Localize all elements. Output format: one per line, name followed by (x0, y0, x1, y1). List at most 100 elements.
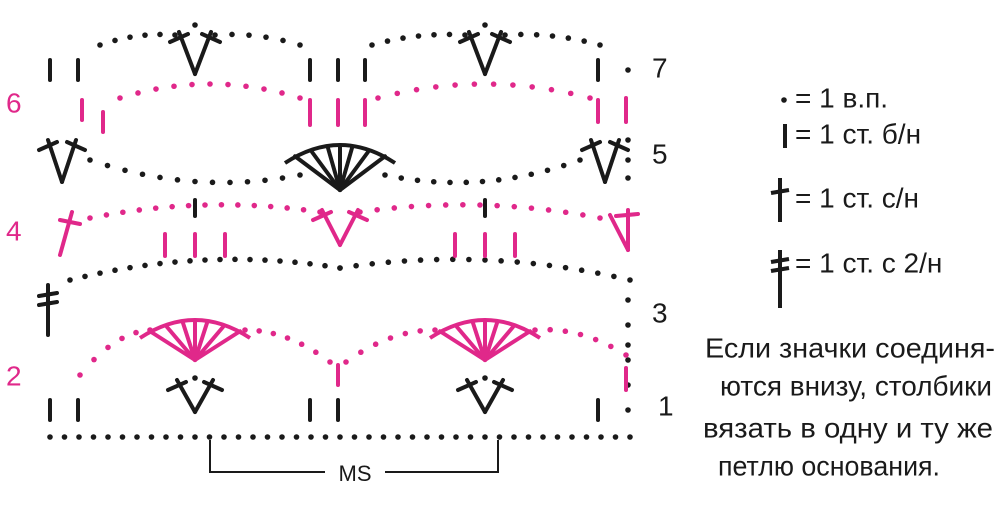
chain-stitch (533, 31, 540, 38)
dc-bar (458, 32, 480, 44)
chain-stitch (277, 258, 283, 264)
chain-stitch (554, 434, 561, 440)
chain-stitch (136, 207, 143, 213)
chain-stitch (447, 179, 453, 186)
chain-stitch (142, 32, 148, 38)
chain-stitch (87, 157, 93, 163)
chain-stitch (398, 175, 405, 181)
chain-stitch (532, 327, 538, 333)
chain-stitch (292, 259, 298, 266)
chain-stitch (76, 434, 82, 440)
chain-stitch (625, 342, 631, 348)
chain-stitch (577, 157, 583, 163)
double-crochet (58, 210, 74, 257)
chain-stitch (452, 82, 458, 88)
chain-stitch (402, 330, 409, 337)
chain-stitch (577, 331, 584, 338)
chain-stitch (382, 172, 388, 178)
chain-stitch (264, 434, 271, 440)
chain-stitch (417, 257, 424, 263)
chain-stitch (625, 137, 631, 143)
chain-stitch (430, 178, 437, 185)
chain-stitch (514, 259, 521, 265)
chain-stitch (134, 434, 140, 440)
chain-stitch (567, 90, 574, 97)
chain-stitch (139, 171, 146, 178)
chain-stitch (431, 31, 437, 38)
chain-stitch (105, 434, 111, 440)
chain-stitch (380, 434, 387, 440)
chain-stitch (119, 335, 125, 342)
chain-stitch (280, 37, 286, 44)
chain-stitch (300, 206, 307, 213)
chain-stitch (502, 32, 508, 38)
chain-stitch (625, 175, 631, 181)
chain-stitch (293, 434, 300, 440)
chain-stitch (172, 259, 178, 265)
legend-text: = 1 ст. с 2/н (795, 247, 942, 278)
chain-stitch (119, 434, 126, 440)
chain-stitch (327, 359, 333, 365)
chain-stitch (384, 38, 391, 44)
legend-text: = 1 в.п. (795, 82, 888, 113)
double-crochet (483, 329, 532, 362)
chain-stitch (225, 81, 231, 88)
chain-stitch (297, 95, 303, 101)
chain-stitch (192, 22, 198, 28)
chain-stitch (284, 335, 291, 341)
chain-stitch (227, 179, 233, 186)
double-crochet (193, 325, 225, 362)
chain-stitch (479, 178, 486, 185)
double-crochet (608, 213, 630, 252)
chain-stitch (372, 341, 379, 348)
chain-stitch (463, 179, 470, 186)
chain-stitch (157, 174, 163, 181)
chain-stitch (127, 34, 133, 40)
dc-bar (311, 210, 333, 222)
chain-stitch (279, 90, 285, 96)
chain-stitch (449, 256, 456, 263)
chain-stitch (127, 264, 133, 271)
double-crochet (483, 325, 515, 362)
chain-stitch (120, 209, 126, 216)
chain-stitch (594, 270, 601, 276)
chain-stitch (185, 202, 192, 209)
chain-stitch (408, 203, 415, 210)
chain-stitch (460, 201, 466, 208)
chain-stitch (229, 31, 235, 38)
chain-stitch (189, 81, 195, 88)
chain-stitch (104, 162, 111, 169)
chain-stitch (569, 434, 575, 440)
chain-stitch (466, 256, 472, 263)
chain-stitch (560, 162, 567, 169)
chain-stitch (297, 42, 303, 48)
chain-stitch (482, 22, 488, 28)
chain-stitch (438, 434, 445, 440)
row-number: 2 (6, 360, 22, 391)
chain-stitch (625, 67, 631, 73)
chain-stitch (218, 201, 225, 208)
dc-bar (37, 140, 59, 152)
chain-stitch (263, 34, 269, 40)
chain-stitch (528, 171, 535, 178)
chain-stitch (153, 86, 159, 92)
row-number: 6 (6, 87, 22, 118)
chain-stitch (374, 206, 380, 213)
chain-stitch (471, 81, 478, 87)
chain-stitch (337, 265, 343, 271)
chain-stitch (313, 349, 319, 356)
chain-stitch (221, 434, 227, 440)
chain-stitch (598, 434, 604, 440)
double-crochet (165, 325, 197, 362)
chain-stitch (627, 434, 633, 440)
chain-stitch (112, 37, 118, 44)
chain-stitch (608, 343, 614, 350)
chain-stitch (511, 434, 517, 440)
chain-stitch (262, 177, 268, 184)
chain-stitch (433, 256, 440, 263)
double-crochet (338, 146, 354, 192)
chain-stitch (244, 178, 251, 185)
chain-stitch (90, 434, 97, 440)
chain-stitch (135, 90, 141, 96)
chain-stitch (625, 157, 631, 163)
